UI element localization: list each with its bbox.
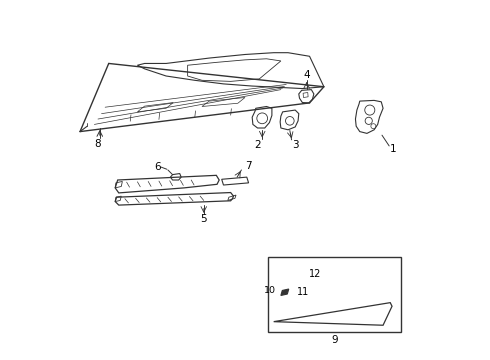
Text: 6: 6	[154, 162, 160, 172]
Text: 12: 12	[309, 269, 321, 279]
Text: 8: 8	[94, 139, 100, 149]
Text: 1: 1	[390, 144, 396, 154]
Text: 2: 2	[255, 140, 261, 150]
Text: 11: 11	[297, 287, 309, 297]
Text: 10: 10	[264, 286, 276, 295]
Bar	[269, 257, 401, 332]
Polygon shape	[281, 289, 289, 296]
Text: 5: 5	[200, 215, 207, 224]
Text: 9: 9	[331, 335, 338, 345]
Text: 7: 7	[245, 161, 252, 171]
Text: 4: 4	[303, 70, 310, 80]
Text: 3: 3	[292, 140, 298, 150]
